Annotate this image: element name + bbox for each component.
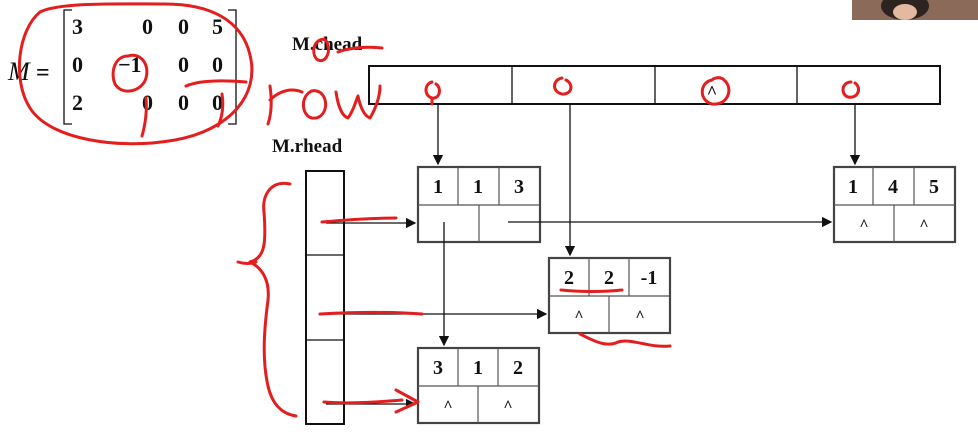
pointer-arrows <box>326 104 861 410</box>
node-1-4-5: 1 4 5 ^ ^ <box>832 165 957 244</box>
matrix-cell: −1 <box>118 52 142 77</box>
matrix-cell: 2 <box>72 90 83 115</box>
matrix-cell: 3 <box>72 14 83 39</box>
ink-underline <box>578 332 672 348</box>
node-row: 1 <box>848 176 858 198</box>
matrix-cell: 5 <box>212 14 223 39</box>
node-value: 2 <box>513 357 523 379</box>
ink-stroke <box>140 96 148 138</box>
null-down-pointer: ^ <box>574 308 583 325</box>
null-right-pointer: ^ <box>635 308 644 325</box>
ink-stroke <box>216 92 225 128</box>
matrix-cell: 0 <box>178 52 189 77</box>
null-down-pointer: ^ <box>859 217 868 234</box>
node-1-1-3: 1 1 3 <box>416 165 542 244</box>
node-value: 5 <box>929 176 939 198</box>
ink-circle-element <box>111 53 149 93</box>
handwritten-annotations: ^ <box>17 2 860 418</box>
ink-row-stroke <box>320 216 398 224</box>
webcam-thumbnail <box>852 0 978 20</box>
ink-row-stroke <box>318 311 424 316</box>
ink-null-mark <box>424 80 441 106</box>
matrix-cell: 0 <box>72 52 83 77</box>
node-col: 1 <box>473 176 483 198</box>
ink-mark <box>312 37 330 63</box>
ink-word-row <box>266 84 382 126</box>
node-col: 2 <box>604 267 614 289</box>
ink-row-stroke <box>322 388 420 414</box>
matrix-right-bracket <box>228 9 237 125</box>
matrix-cell: 0 <box>178 90 189 115</box>
matrix-cell: 0 <box>212 90 223 115</box>
rhead-array-frame <box>305 170 345 425</box>
ink-letter-o <box>302 89 328 120</box>
matrix-left-bracket <box>63 9 72 125</box>
node-row: 1 <box>433 176 443 198</box>
matrix-cell: 0 <box>212 52 223 77</box>
matrix-cell: 0 <box>178 14 189 39</box>
rhead-array <box>305 170 345 425</box>
chead-null-caret: ^ <box>707 82 717 102</box>
matrix-cell: 0 <box>142 14 153 39</box>
ink-brace <box>248 181 298 418</box>
node-col: 4 <box>888 176 898 198</box>
ink-null-mark <box>700 76 731 106</box>
node-col: 1 <box>473 357 483 379</box>
node-2-2-neg1: 2 2 -1 ^ ^ <box>547 256 672 335</box>
ink-letter-w <box>334 84 382 120</box>
ink-stroke <box>184 79 248 88</box>
ink-null-mark <box>841 80 860 99</box>
node-3-1-2: 3 1 2 ^ ^ <box>416 346 541 425</box>
node-value: -1 <box>641 267 658 289</box>
matrix-equals: = <box>36 60 50 86</box>
ink-underline <box>559 288 624 293</box>
chead-array <box>368 65 941 105</box>
node-value: 3 <box>514 176 524 198</box>
null-down-pointer: ^ <box>443 398 452 415</box>
node-row: 2 <box>564 267 574 289</box>
ink-brace-tip <box>236 260 258 265</box>
rhead-label: M.rhead <box>272 136 343 157</box>
ink-letter-r <box>266 84 304 126</box>
node-row: 3 <box>433 357 443 379</box>
null-right-pointer: ^ <box>503 398 512 415</box>
ink-circle-matrix <box>17 2 254 146</box>
matrix-definition: M = 3 0 0 5 0 −1 0 0 2 0 0 0 <box>7 9 237 125</box>
null-right-pointer: ^ <box>919 217 928 234</box>
ink-underline <box>336 45 384 54</box>
ink-null-mark <box>553 76 573 96</box>
